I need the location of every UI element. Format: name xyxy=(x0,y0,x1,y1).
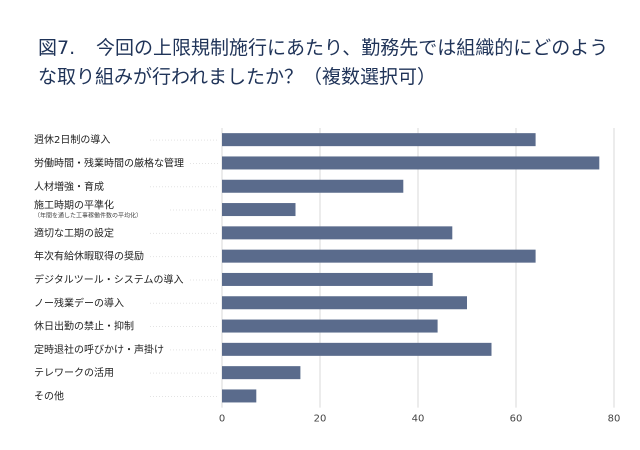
bar xyxy=(222,272,433,286)
category-label: ノー残業デーの導入 xyxy=(34,296,124,309)
category-label: 適切な工期の設定 xyxy=(34,226,114,239)
category-label: 週休2日制の導入 xyxy=(34,133,110,146)
x-tick-label: 20 xyxy=(314,414,327,425)
figure-label: 図7. xyxy=(38,37,76,59)
bar xyxy=(222,249,536,263)
category-label: その他 xyxy=(34,389,64,402)
bar xyxy=(222,133,536,147)
category-label: 休日出勤の禁止・抑制 xyxy=(34,320,134,333)
category-label: 定時退社の呼びかけ・声掛け xyxy=(34,343,164,356)
bar xyxy=(222,389,257,403)
category-label: デジタルツール・システムの導入 xyxy=(34,273,184,286)
bar xyxy=(222,226,453,240)
bar xyxy=(222,179,404,193)
bar xyxy=(222,342,492,356)
category-label: 年次有給休暇取得の奨励 xyxy=(34,250,144,263)
category-label: 施工時期の平準化 xyxy=(34,199,114,212)
x-tick-label: 0 xyxy=(219,414,225,425)
category-label: 人材増強・育成 xyxy=(34,180,104,193)
bar xyxy=(222,366,301,380)
bar xyxy=(222,296,467,310)
category-label: テレワークの活用 xyxy=(34,367,114,379)
x-tick-label: 80 xyxy=(608,414,621,425)
category-label: 労働時間・残業時間の厳格な管理 xyxy=(34,156,184,169)
bar xyxy=(222,319,438,333)
x-tick-label: 60 xyxy=(510,414,523,425)
bar xyxy=(222,203,296,217)
figure-question: 今回の上限規制施行にあたり、勤務先では組織的にどのような取り組みが行われましたか… xyxy=(38,37,609,88)
figure-title: 図7. 今回の上限規制施行にあたり、勤務先では組織的にどのような取り組みが行われま… xyxy=(38,34,618,92)
x-tick-label: 40 xyxy=(412,414,425,425)
category-sublabel: （年間を通した工事稼働件数の平均化） xyxy=(34,212,142,220)
bar xyxy=(222,156,600,170)
